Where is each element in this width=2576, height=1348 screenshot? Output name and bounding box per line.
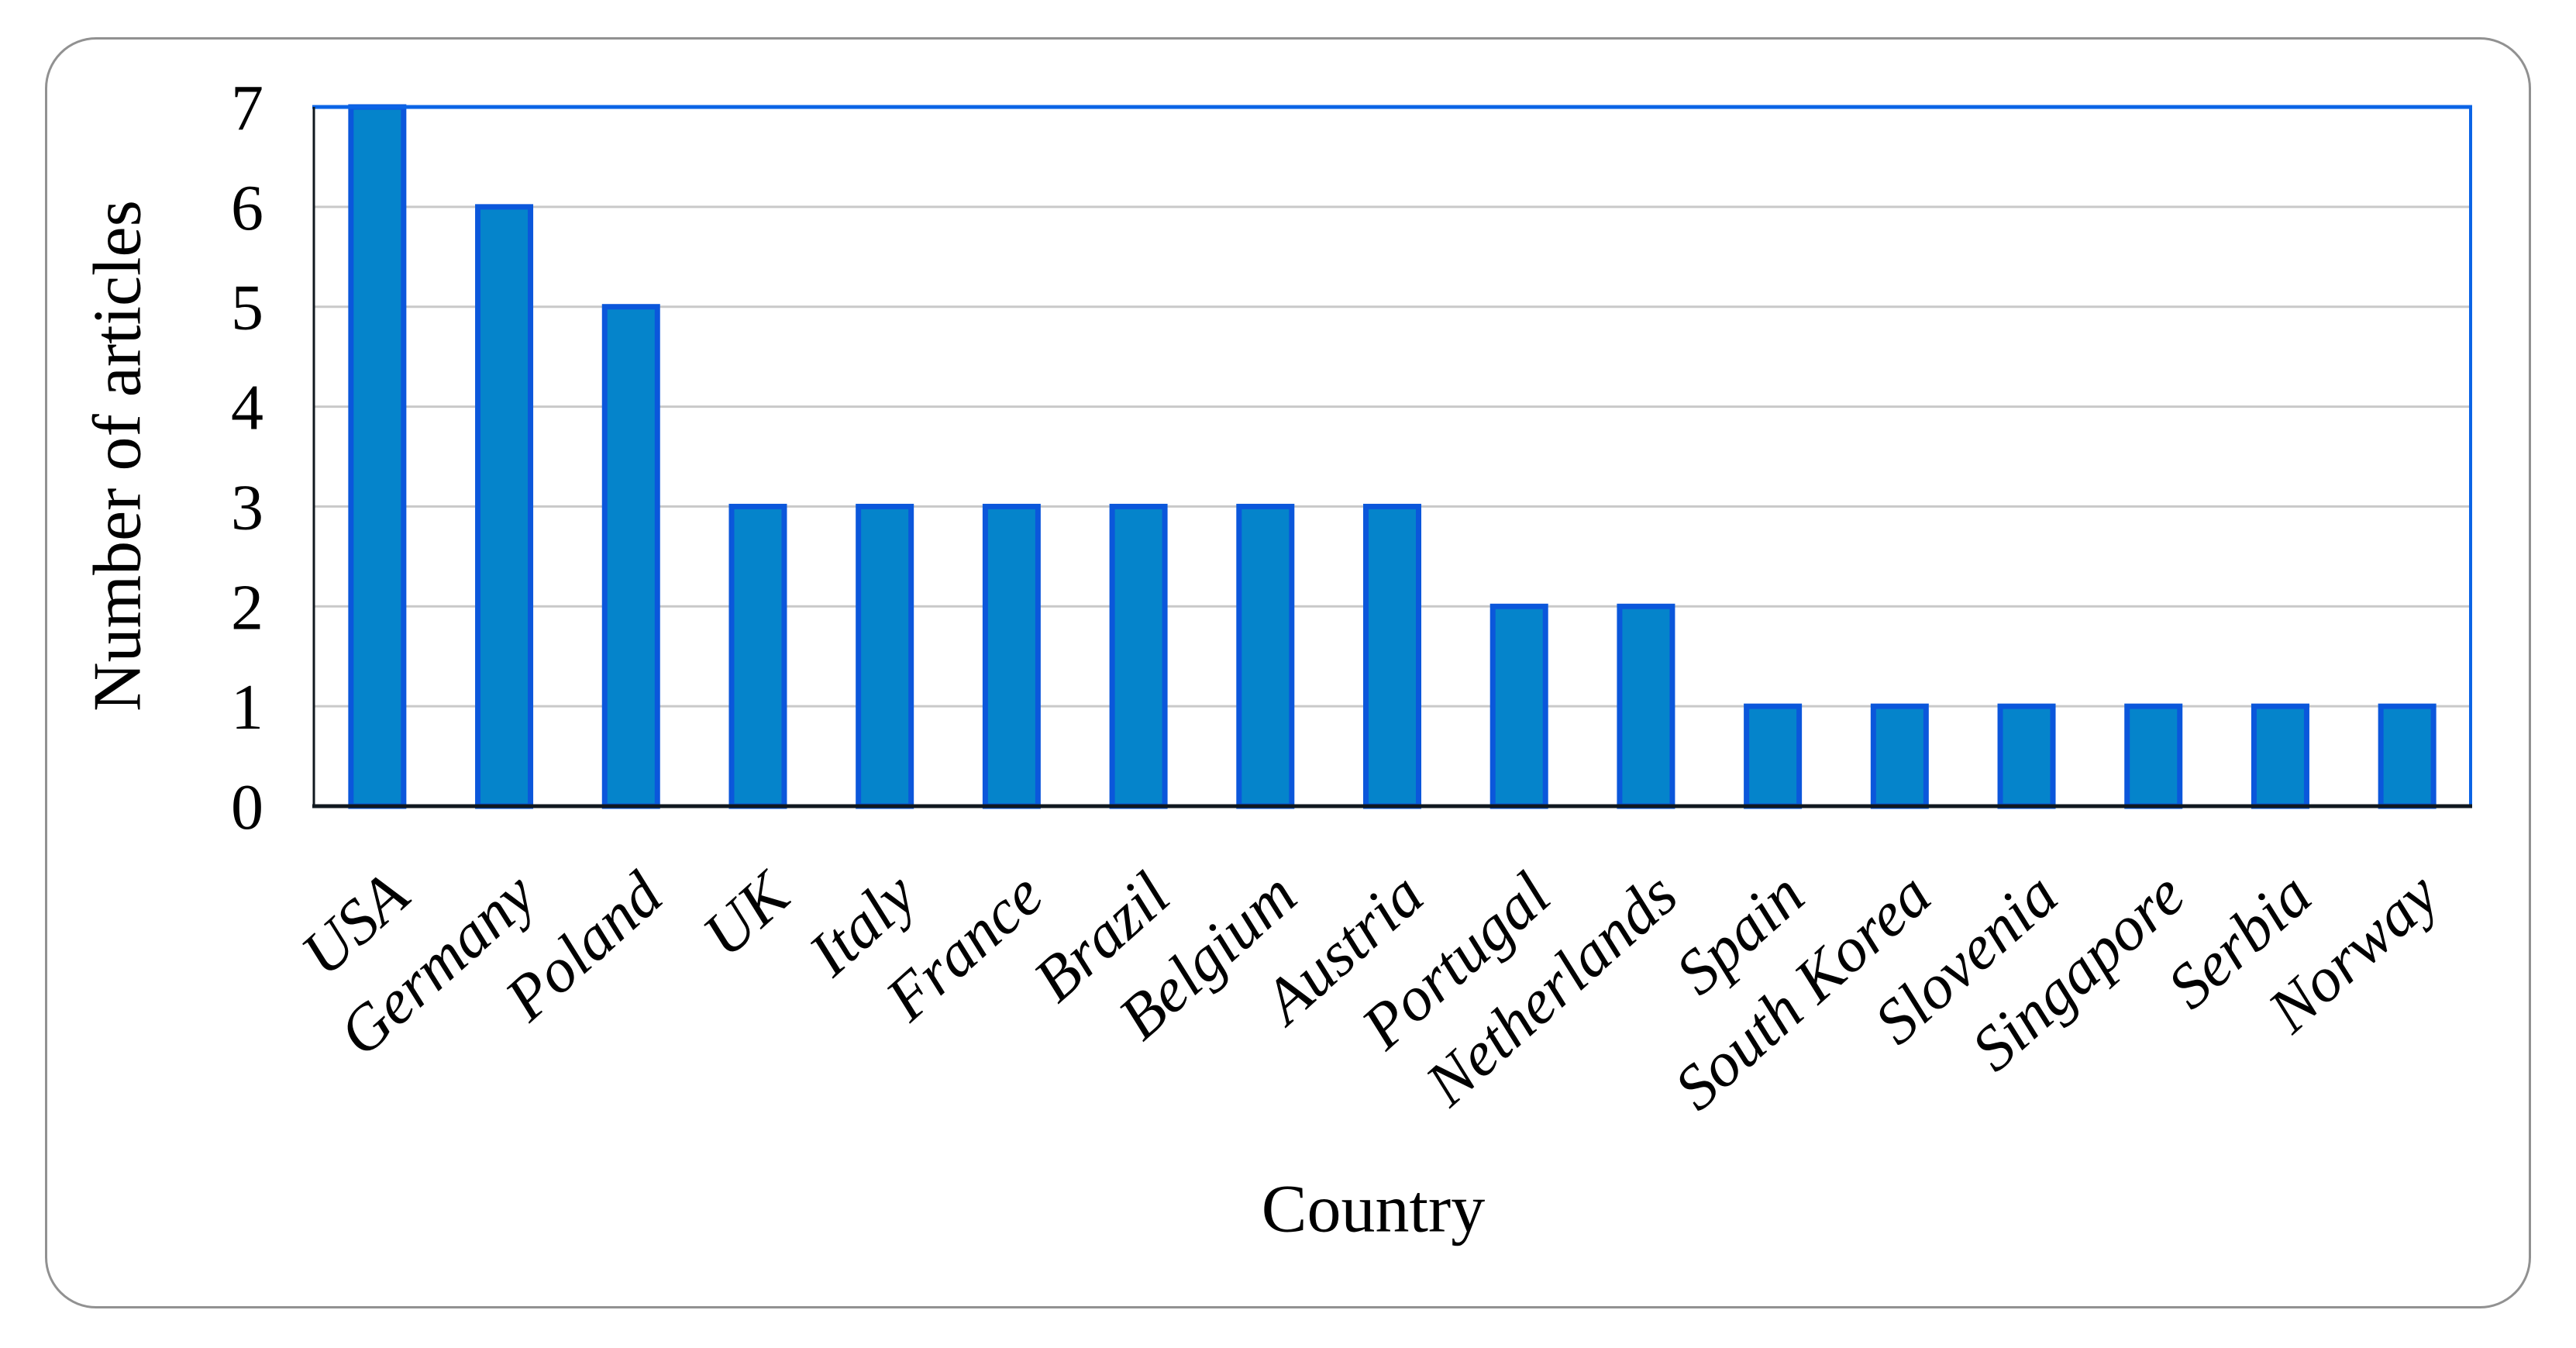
bar <box>1617 603 1675 809</box>
y-tick-label: 7 <box>231 72 263 144</box>
bar <box>2251 703 2309 809</box>
y-axis-title-text: Number of articles <box>80 200 156 712</box>
bar <box>1363 503 1421 809</box>
x-axis-title-text: Country <box>1261 1171 1486 1247</box>
y-tick-label: 1 <box>231 671 263 743</box>
y-tick-label: 6 <box>231 172 263 244</box>
bar <box>728 503 787 809</box>
y-tick-label: 0 <box>231 771 263 843</box>
bar <box>1489 603 1548 809</box>
bar <box>1109 503 1168 809</box>
bar <box>1870 703 1929 809</box>
y-tick-label: 3 <box>231 471 263 543</box>
bar <box>2124 703 2183 809</box>
bar <box>475 204 534 809</box>
bar <box>856 503 914 809</box>
bar <box>601 304 660 809</box>
bar <box>982 503 1041 809</box>
y-tick-label: 5 <box>231 272 263 344</box>
bar <box>348 104 407 809</box>
bar <box>1997 703 2056 809</box>
bar <box>1744 703 1803 809</box>
x-tick-label: UK <box>689 857 804 970</box>
y-tick-label: 2 <box>231 571 263 643</box>
bar <box>1236 503 1295 809</box>
y-tick-label: 4 <box>231 372 263 444</box>
bar <box>2378 703 2437 809</box>
